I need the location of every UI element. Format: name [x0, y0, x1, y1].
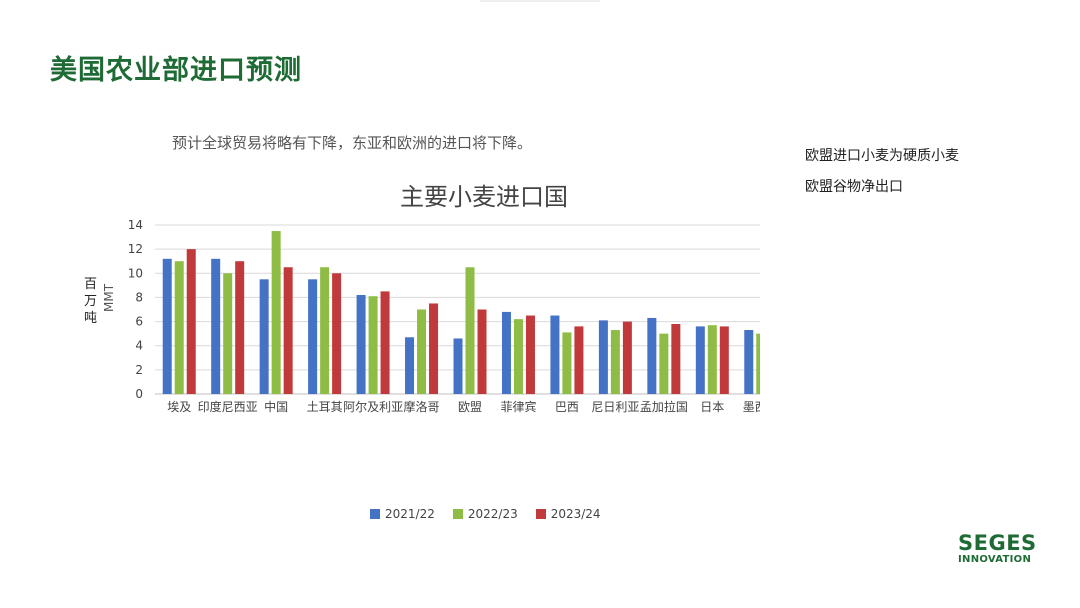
- y-tick-label: 4: [135, 339, 143, 353]
- x-tick-label: 阿尔及利亚: [343, 399, 403, 414]
- bar: [562, 332, 572, 394]
- bar: [283, 267, 293, 394]
- bar: [465, 267, 475, 394]
- bar: [719, 326, 729, 394]
- bar: [477, 309, 487, 394]
- legend-item: 2021/22: [370, 507, 435, 521]
- bar: [525, 315, 535, 394]
- bar: [429, 303, 439, 394]
- y-tick-label: 10: [128, 266, 143, 280]
- legend-label: 2023/24: [550, 507, 601, 521]
- bar: [744, 330, 754, 394]
- y-tick-label: 6: [135, 315, 143, 329]
- y-tick-label: 8: [135, 290, 143, 304]
- bar: [308, 279, 318, 394]
- bar: [235, 261, 245, 394]
- bar: [550, 315, 560, 394]
- slide-title: 美国农业部进口预测: [50, 55, 302, 86]
- bar: [186, 249, 196, 394]
- x-tick-label: 摩洛哥: [404, 399, 440, 414]
- bar: [417, 309, 427, 394]
- y-tick-label: 2: [135, 363, 143, 377]
- bar: [162, 258, 172, 394]
- x-tick-label: 欧盟: [458, 400, 482, 414]
- bar-chart: 0 2 4 6 8 10 12 14 埃及 印度尼西亚 中国 土耳其 阿尔及利亚 摩洛哥 欧盟 菲律宾 巴西 尼日…: [128, 218, 760, 414]
- note-eu-net-exporter: 欧盟谷物净出口: [805, 179, 903, 195]
- x-tick-label: 日本: [700, 400, 724, 414]
- logo-sub-text: INNOVATION: [958, 554, 1032, 565]
- x-tick-label: 菲律宾: [500, 399, 536, 414]
- bar: [671, 323, 681, 394]
- legend-swatch: [370, 509, 380, 519]
- bar: [598, 320, 608, 394]
- chart-legend: 2021/22 2022/23 2023/24: [370, 507, 601, 521]
- bar: [332, 273, 342, 394]
- chart-subtitle: 预计全球贸易将略有下降，东亚和欧洲的进口将下降。: [172, 134, 533, 152]
- x-tick-label: 巴西: [555, 400, 579, 414]
- legend-label: 2022/23: [467, 507, 518, 521]
- legend-label: 2021/22: [385, 507, 435, 521]
- x-tick-label: 埃及: [167, 400, 191, 414]
- bar: [622, 321, 632, 394]
- top-divider: [480, 0, 600, 2]
- y-tick-label: 12: [128, 242, 143, 256]
- y-unit-chinese: 百万吨: [84, 277, 98, 326]
- y-tick-label: 0: [135, 387, 143, 401]
- bar: [501, 311, 511, 394]
- bar: [707, 325, 717, 394]
- bar: [574, 326, 584, 394]
- bar: [405, 337, 415, 394]
- bar: [368, 296, 378, 394]
- bar: [271, 231, 281, 394]
- bar: [695, 326, 705, 394]
- bar: [610, 330, 620, 394]
- bar: [380, 291, 390, 394]
- bar: [513, 319, 523, 394]
- x-tick-label: 土耳其: [307, 400, 343, 414]
- bar: [453, 338, 463, 394]
- y-tick-label: 14: [128, 218, 143, 232]
- x-tick-label: 印度尼西亚: [198, 399, 258, 414]
- bar: [223, 273, 233, 394]
- x-tick-label: 尼日利亚: [591, 400, 639, 414]
- x-tick-label: 中国: [264, 399, 288, 414]
- bar: [259, 279, 269, 394]
- bar: [174, 261, 184, 394]
- legend-swatch: [452, 509, 463, 519]
- chart-title: 主要小麦进口国: [400, 183, 568, 211]
- x-tick-label: 孟加拉国: [640, 399, 688, 414]
- logo-main-text: SEGES: [958, 531, 1037, 555]
- legend-swatch: [535, 509, 546, 519]
- legend-item: 2023/24: [535, 507, 601, 521]
- bar: [647, 317, 657, 394]
- bar: [211, 258, 221, 394]
- bar: [756, 333, 760, 394]
- bar: [659, 333, 669, 394]
- bar: [356, 295, 366, 394]
- seges-logo: SEGES INNOVATION: [958, 533, 1037, 565]
- legend-item: 2022/23: [452, 507, 518, 521]
- x-tick-label: 墨西哥: [743, 400, 760, 414]
- bar: [320, 267, 330, 394]
- note-eu-durum-wheat: 欧盟进口小麦为硬质小麦: [805, 148, 959, 164]
